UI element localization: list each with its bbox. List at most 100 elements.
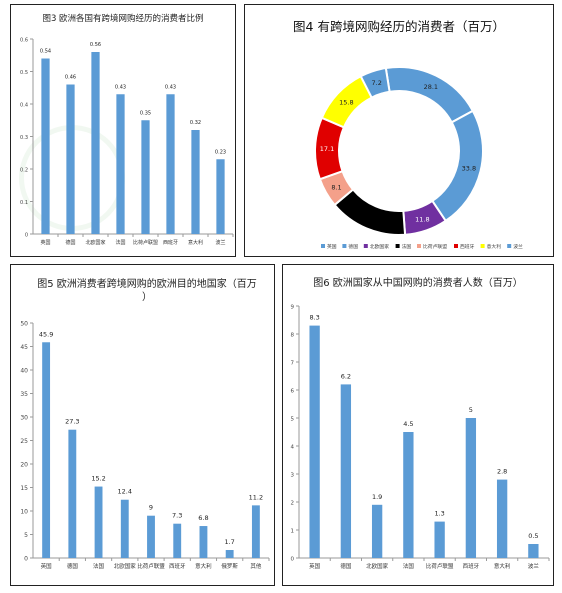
bar-6 [166,94,175,234]
y-tick-label: 2 [291,501,295,507]
chart-title: 图4 有跨境网购经历的消费者（百万） [293,19,505,34]
legend-label: 德国 [348,243,358,250]
slice-label: 17.1 [320,145,334,153]
x-tick-label: 西班牙 [163,239,178,246]
data-label: 12.4 [118,488,132,496]
chart-fig4: 图4 有跨境网购经历的消费者（百万） 28.1 33.8 11.8 8.1 17.1 15.… [293,19,523,250]
x-tick-label: 法国 [93,562,105,570]
x-tick-label: 法国 [403,562,415,570]
data-label: 7.3 [172,512,182,520]
y-tick-label: 50 [20,321,28,328]
y-tick-label: 15 [20,485,28,492]
x-tick-label: 意大利 [195,562,212,570]
y-tick-label: 0.4 [20,103,28,109]
y-tick-label: 0.6 [20,38,28,44]
chart-fig6: 图6 欧洲国家从中国网购的消费者人数（百万） 0 1 2 3 4 5 6 7 8 9 8.3 英国 6.2… [291,276,550,570]
y-tick-label: 8 [291,333,295,339]
data-label: 0.5 [528,532,538,540]
x-tick-label: 德国 [67,562,79,570]
data-label: 8.3 [309,314,319,322]
chart-title-continued: ） [142,291,152,303]
legend-swatch [342,244,347,248]
data-label: 0.56 [90,42,101,48]
bar-8 [225,550,234,558]
y-tick-label: 5 [291,417,295,423]
legend-swatch [454,244,458,248]
bar-1 [309,325,320,558]
data-label: 0.32 [190,120,201,126]
y-tick-label: 45 [20,344,28,351]
legend-label: 西班牙 [460,243,475,250]
x-tick-label: 法国 [115,239,125,246]
legend-label: 意大利 [487,243,502,250]
chart-panel-fig5: 图5 欧洲消费者跨境网购的欧洲目的地国家（百万） 0 5 10 15 20 25 30 35 40… [10,264,275,586]
legend-swatch [395,244,400,248]
slice-label: 15.8 [339,98,353,106]
data-label: 6.2 [341,372,351,380]
legend-swatch [417,244,421,248]
bar-5 [434,521,445,558]
y-tick-label: 35 [20,391,28,398]
x-tick-label: 意大利 [188,239,203,246]
y-tick-label: 0.2 [20,168,28,174]
legend-label: 波兰 [513,243,523,250]
x-tick-label: 英国 [41,562,53,570]
bar-2 [66,84,75,234]
bar-7 [496,479,508,558]
x-tick-label: 英国 [309,562,321,570]
legend-label: 比荷卢联盟 [423,243,447,250]
bar-3 [371,504,383,558]
data-label: 0.43 [165,84,176,90]
data-label: 11.2 [249,493,263,501]
bar-2 [340,384,352,558]
x-tick-label: 波兰 [215,239,225,246]
data-label: 0.35 [140,110,151,116]
bar-2 [68,429,77,558]
legend-label: 北欧国家 [370,243,389,250]
slice-label: 7.2 [372,79,382,87]
slice-1 [384,66,475,124]
x-tick-label: 北欧国家 [85,239,105,246]
bar-5 [141,120,150,234]
bar-1 [42,342,51,558]
data-label: 0.43 [115,84,126,90]
x-tick-label: 其他 [250,562,262,570]
slice-label: 28.1 [424,83,438,91]
bar-4 [116,94,125,234]
bar-8 [528,544,539,558]
x-tick-label: 意大利 [494,562,511,570]
x-tick-label: 比荷卢联盟 [133,239,158,246]
slice-label: 33.8 [462,165,476,173]
chart-panel-fig6: 图6 欧洲国家从中国网购的消费者人数（百万） 0 1 2 3 4 5 6 7 8 9 8.3 英国 6.2… [282,264,554,586]
y-tick-label: 1 [291,529,295,535]
slice-label: 8.1 [331,183,341,191]
x-tick-label: 北欧国家 [366,562,389,570]
chart-fig5: 图5 欧洲消费者跨境网购的欧洲目的地国家（百万） 0 5 10 15 20 25 30 35 40… [20,277,270,570]
bar-4 [403,432,414,558]
y-tick-label: 3 [291,473,295,479]
legend-swatch [363,244,368,248]
y-tick-label: 4 [291,445,295,451]
legend-swatch [321,244,325,248]
y-tick-label: 5 [24,532,28,539]
y-tick-label: 0 [24,556,28,563]
y-tick-label: 20 [20,462,28,469]
y-tick-label: 0.1 [20,200,28,206]
y-tick-label: 9 [291,305,295,311]
x-tick-label: 波兰 [528,562,540,570]
bar-9 [251,505,260,558]
y-tick-label: 0.5 [20,70,28,76]
data-label: 1.3 [434,510,444,518]
y-tick-label: 10 [20,509,28,516]
x-tick-label: 西班牙 [463,562,480,570]
legend-swatch [480,244,485,248]
data-label: 9 [149,504,153,512]
chart-panel-fig4: 图4 有跨境网购经历的消费者（百万） 28.1 33.8 11.8 8.1 17.1 15.… [244,4,554,257]
chart-panel-fig3: 图3 欧洲各国有跨境网购经历的消费者比例 0 0.1 0.2 0.3 0.4 0.5 0.6 0… [10,4,236,257]
chart-title: 图6 欧洲国家从中国网购的消费者人数（百万） [313,276,523,289]
y-tick-label: 0 [25,233,28,239]
x-tick-label: 西班牙 [169,562,186,570]
bar-6 [465,418,477,558]
bar-4 [120,499,129,558]
bar-3 [94,486,103,558]
